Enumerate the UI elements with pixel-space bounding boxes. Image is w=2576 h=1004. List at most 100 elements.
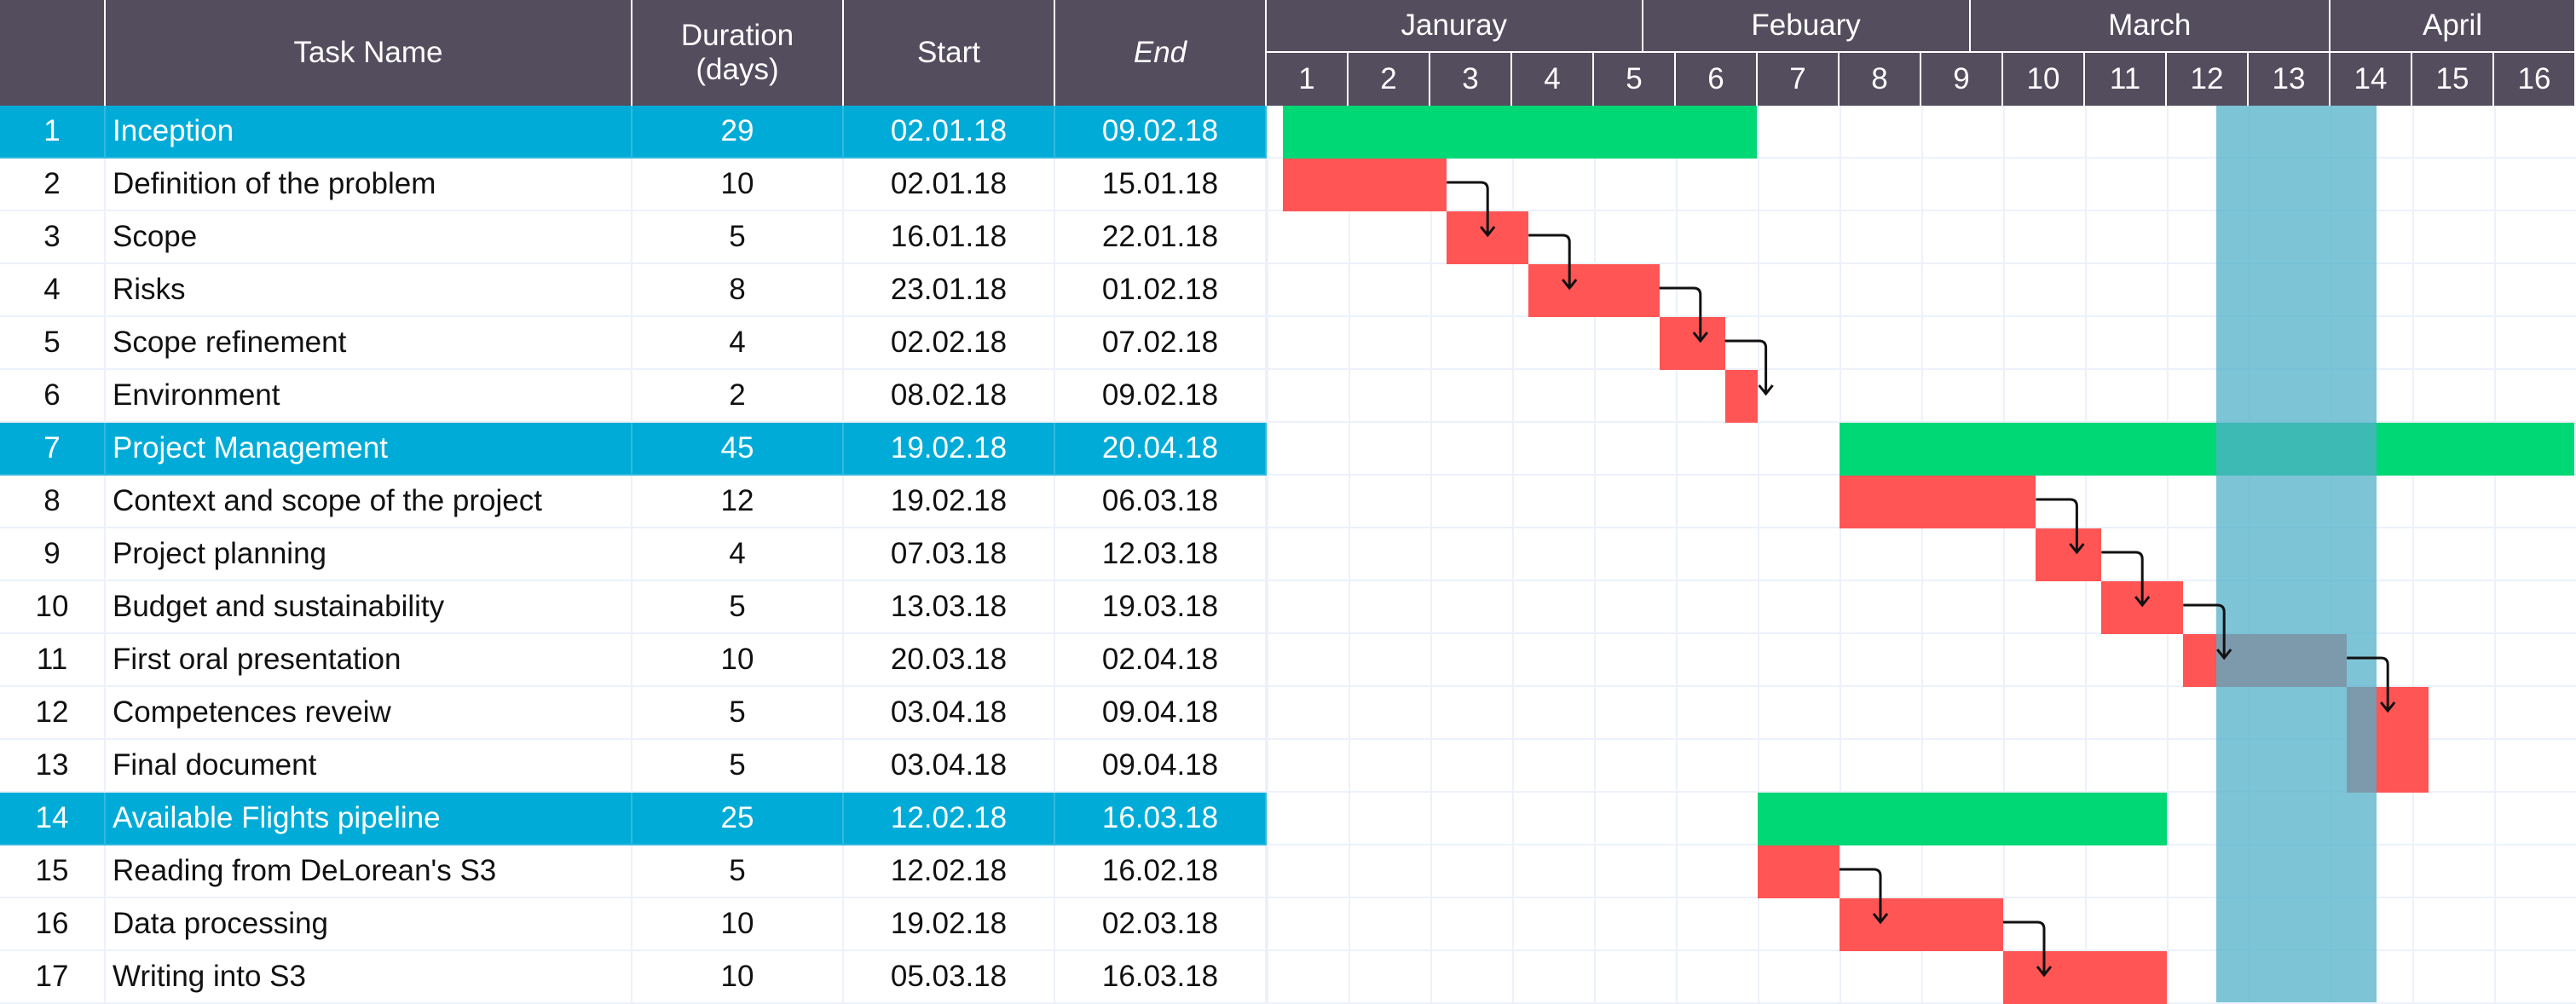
- task-duration: 25: [632, 793, 844, 845]
- task-bar[interactable]: [2003, 951, 2167, 1004]
- task-id: 17: [0, 951, 106, 1004]
- task-bar[interactable]: [1659, 317, 1725, 370]
- grid-vertical-line: [1430, 106, 1432, 1002]
- task-end: 12.03.18: [1055, 528, 1267, 581]
- task-end: 02.03.18: [1055, 898, 1267, 951]
- grid-horizontal-line: [1267, 157, 2576, 159]
- summary-bar[interactable]: [1758, 793, 2167, 845]
- task-start: 03.04.18: [844, 687, 1055, 740]
- task-name: Project Management: [106, 423, 632, 476]
- task-end: 22.01.18: [1055, 211, 1267, 264]
- grid-horizontal-line: [1267, 738, 2576, 740]
- week-label: 2: [1349, 53, 1430, 106]
- task-end: 01.02.18: [1055, 264, 1267, 317]
- task-duration: 4: [632, 317, 844, 370]
- grid-horizontal-line: [1267, 315, 2576, 317]
- task-duration: 5: [632, 211, 844, 264]
- grid-horizontal-line: [1267, 632, 2576, 634]
- task-name: Budget and sustainability: [106, 581, 632, 634]
- task-duration: 12: [632, 476, 844, 528]
- task-id: 4: [0, 264, 106, 317]
- week-label: 5: [1594, 53, 1676, 106]
- week-label: 10: [2003, 53, 2085, 106]
- task-id: 11: [0, 634, 106, 687]
- task-id: 7: [0, 423, 106, 476]
- task-name: Scope: [106, 211, 632, 264]
- task-id: 9: [0, 528, 106, 581]
- grid-horizontal-line: [1267, 210, 2576, 211]
- header-duration: Duration (days): [632, 0, 844, 106]
- task-name: Definition of the problem: [106, 159, 632, 211]
- grid-vertical-line: [1512, 106, 1514, 1002]
- task-start: 19.02.18: [844, 898, 1055, 951]
- task-start: 23.01.18: [844, 264, 1055, 317]
- task-start: 13.03.18: [844, 581, 1055, 634]
- task-id: 15: [0, 845, 106, 898]
- header-task-name: Task Name: [106, 0, 632, 106]
- task-start: 02.01.18: [844, 159, 1055, 211]
- grid-vertical-line: [1676, 106, 1678, 1002]
- grid-vertical-line: [1349, 106, 1350, 1002]
- week-label: 14: [2331, 53, 2412, 106]
- task-id: 6: [0, 370, 106, 423]
- week-label: 16: [2494, 53, 2576, 106]
- task-id: 10: [0, 581, 106, 634]
- task-bar[interactable]: [2101, 581, 2184, 634]
- task-name: Data processing: [106, 898, 632, 951]
- task-duration: 8: [632, 264, 844, 317]
- task-bar[interactable]: [1840, 898, 2003, 951]
- grid-vertical-line: [2167, 106, 2169, 1002]
- summary-bar[interactable]: [1840, 423, 2574, 476]
- task-end: 15.01.18: [1055, 159, 1267, 211]
- task-id: 2: [0, 159, 106, 211]
- month-label: Januray: [1267, 0, 1643, 53]
- task-duration: 10: [632, 159, 844, 211]
- grid-horizontal-line: [1267, 263, 2576, 264]
- task-id: 14: [0, 793, 106, 845]
- grid-horizontal-line: [1267, 368, 2576, 370]
- week-label: 12: [2167, 53, 2249, 106]
- task-bar[interactable]: [1283, 159, 1447, 211]
- task-bar[interactable]: [2036, 528, 2102, 581]
- task-name: Environment: [106, 370, 632, 423]
- header-end: End: [1055, 0, 1267, 106]
- grid-vertical-line: [1921, 106, 1923, 1002]
- task-name: Context and scope of the project: [106, 476, 632, 528]
- grid-vertical-line: [1840, 106, 1841, 1002]
- task-duration: 5: [632, 581, 844, 634]
- task-bar[interactable]: [1528, 264, 1660, 317]
- task-start: 07.03.18: [844, 528, 1055, 581]
- task-end: 16.02.18: [1055, 845, 1267, 898]
- task-end: 19.03.18: [1055, 581, 1267, 634]
- task-bar[interactable]: [1447, 211, 1529, 264]
- arrowhead: [1758, 384, 1774, 396]
- grid-vertical-line: [1267, 106, 1268, 1002]
- task-duration: 29: [632, 106, 844, 159]
- task-end: 20.04.18: [1055, 423, 1267, 476]
- task-bar[interactable]: [1724, 370, 1758, 423]
- task-bar[interactable]: [1840, 476, 2036, 528]
- task-start: 08.02.18: [844, 370, 1055, 423]
- task-name: First oral presentation: [106, 634, 632, 687]
- grid-vertical-line: [1594, 106, 1596, 1002]
- grid-vertical-line: [2494, 106, 2496, 1002]
- task-name: Writing into S3: [106, 951, 632, 1004]
- task-end: 09.02.18: [1055, 106, 1267, 159]
- task-bar[interactable]: [1758, 845, 1840, 898]
- task-start: 16.01.18: [844, 211, 1055, 264]
- grid-horizontal-line: [1267, 421, 2576, 423]
- group-row-background: [0, 106, 1267, 159]
- week-label: 3: [1430, 53, 1512, 106]
- task-name: Final document: [106, 740, 632, 793]
- grid-horizontal-line: [1267, 897, 2576, 898]
- task-end: 06.03.18: [1055, 476, 1267, 528]
- task-start: 02.02.18: [844, 317, 1055, 370]
- header-start: Start: [844, 0, 1055, 106]
- month-label: April: [2331, 0, 2576, 53]
- week-label: 11: [2085, 53, 2167, 106]
- task-name: Scope refinement: [106, 317, 632, 370]
- summary-bar[interactable]: [1283, 106, 1758, 159]
- week-label: 15: [2412, 53, 2494, 106]
- task-id: 1: [0, 106, 106, 159]
- task-id: 16: [0, 898, 106, 951]
